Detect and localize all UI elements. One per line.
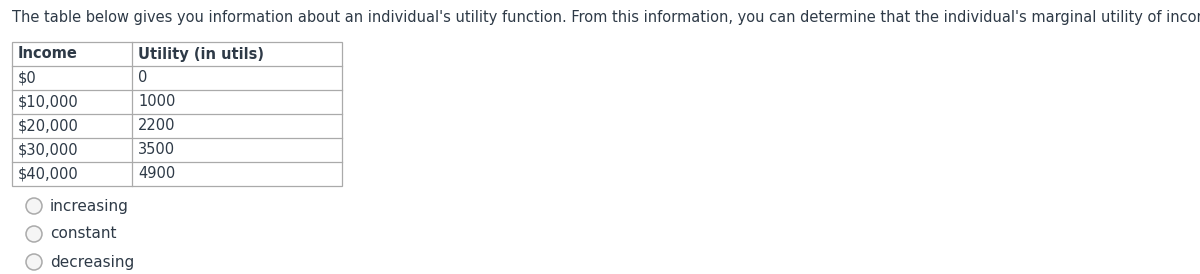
Circle shape (26, 254, 42, 270)
Text: The table below gives you information about an individual's utility function. Fr: The table below gives you information ab… (12, 10, 1200, 26)
Circle shape (26, 198, 42, 214)
Text: increasing: increasing (50, 198, 128, 213)
Text: 4900: 4900 (138, 167, 175, 181)
Text: constant: constant (50, 227, 116, 241)
Text: $30,000: $30,000 (18, 142, 79, 158)
Text: $10,000: $10,000 (18, 95, 79, 110)
Text: Income: Income (18, 47, 78, 61)
Bar (12, 42, 342, 186)
Text: $0: $0 (18, 70, 37, 85)
Text: 0: 0 (138, 70, 148, 85)
Text: 2200: 2200 (138, 118, 175, 133)
Text: decreasing: decreasing (50, 255, 134, 270)
Circle shape (26, 226, 42, 242)
Text: Utility (in utils): Utility (in utils) (138, 47, 264, 61)
Text: $40,000: $40,000 (18, 167, 79, 181)
Text: 3500: 3500 (138, 142, 175, 158)
Text: 1000: 1000 (138, 95, 175, 110)
Text: $20,000: $20,000 (18, 118, 79, 133)
